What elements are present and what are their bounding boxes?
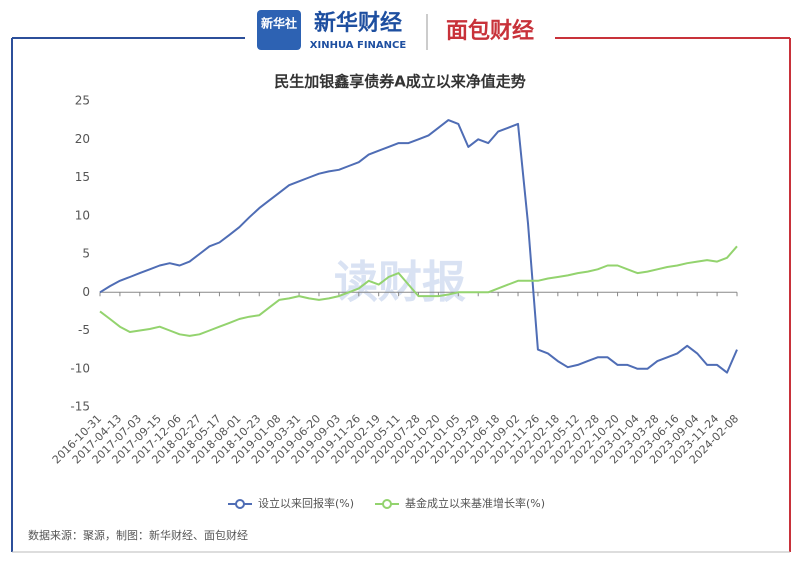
legend-marker — [235, 499, 245, 509]
series-line — [99, 245, 738, 337]
brand-en: XINHUA FINANCE — [310, 40, 407, 51]
y-tick-label: -15 — [70, 400, 90, 414]
brand: 新华财经 — [314, 10, 402, 36]
y-tick-label: 20 — [75, 132, 90, 146]
source: 数据来源：聚源，制图：新华财经、面包财经 — [28, 528, 248, 542]
y-tick-label: 10 — [75, 208, 90, 222]
y-tick-label: -5 — [78, 323, 90, 337]
watermark: 读财报 — [334, 257, 466, 308]
y-tick-label: 0 — [82, 285, 90, 299]
y-tick-label: 15 — [75, 170, 90, 184]
y-tick-label: 5 — [82, 247, 90, 261]
legend-label: 设立以来回报率(%) — [258, 496, 354, 510]
y-tick-label: 25 — [75, 94, 90, 108]
legend-marker — [382, 499, 392, 509]
logo-badge — [257, 10, 301, 50]
series-line — [99, 119, 738, 374]
partner: 面包财经 — [446, 18, 534, 44]
chart-title: 民生加银鑫享债券A成立以来净值走势 — [274, 73, 526, 91]
y-tick-label: -10 — [70, 361, 90, 375]
logo-badge-text: 新华社 — [261, 16, 297, 31]
legend-label: 基金成立以来基准增长率(%) — [405, 496, 545, 510]
